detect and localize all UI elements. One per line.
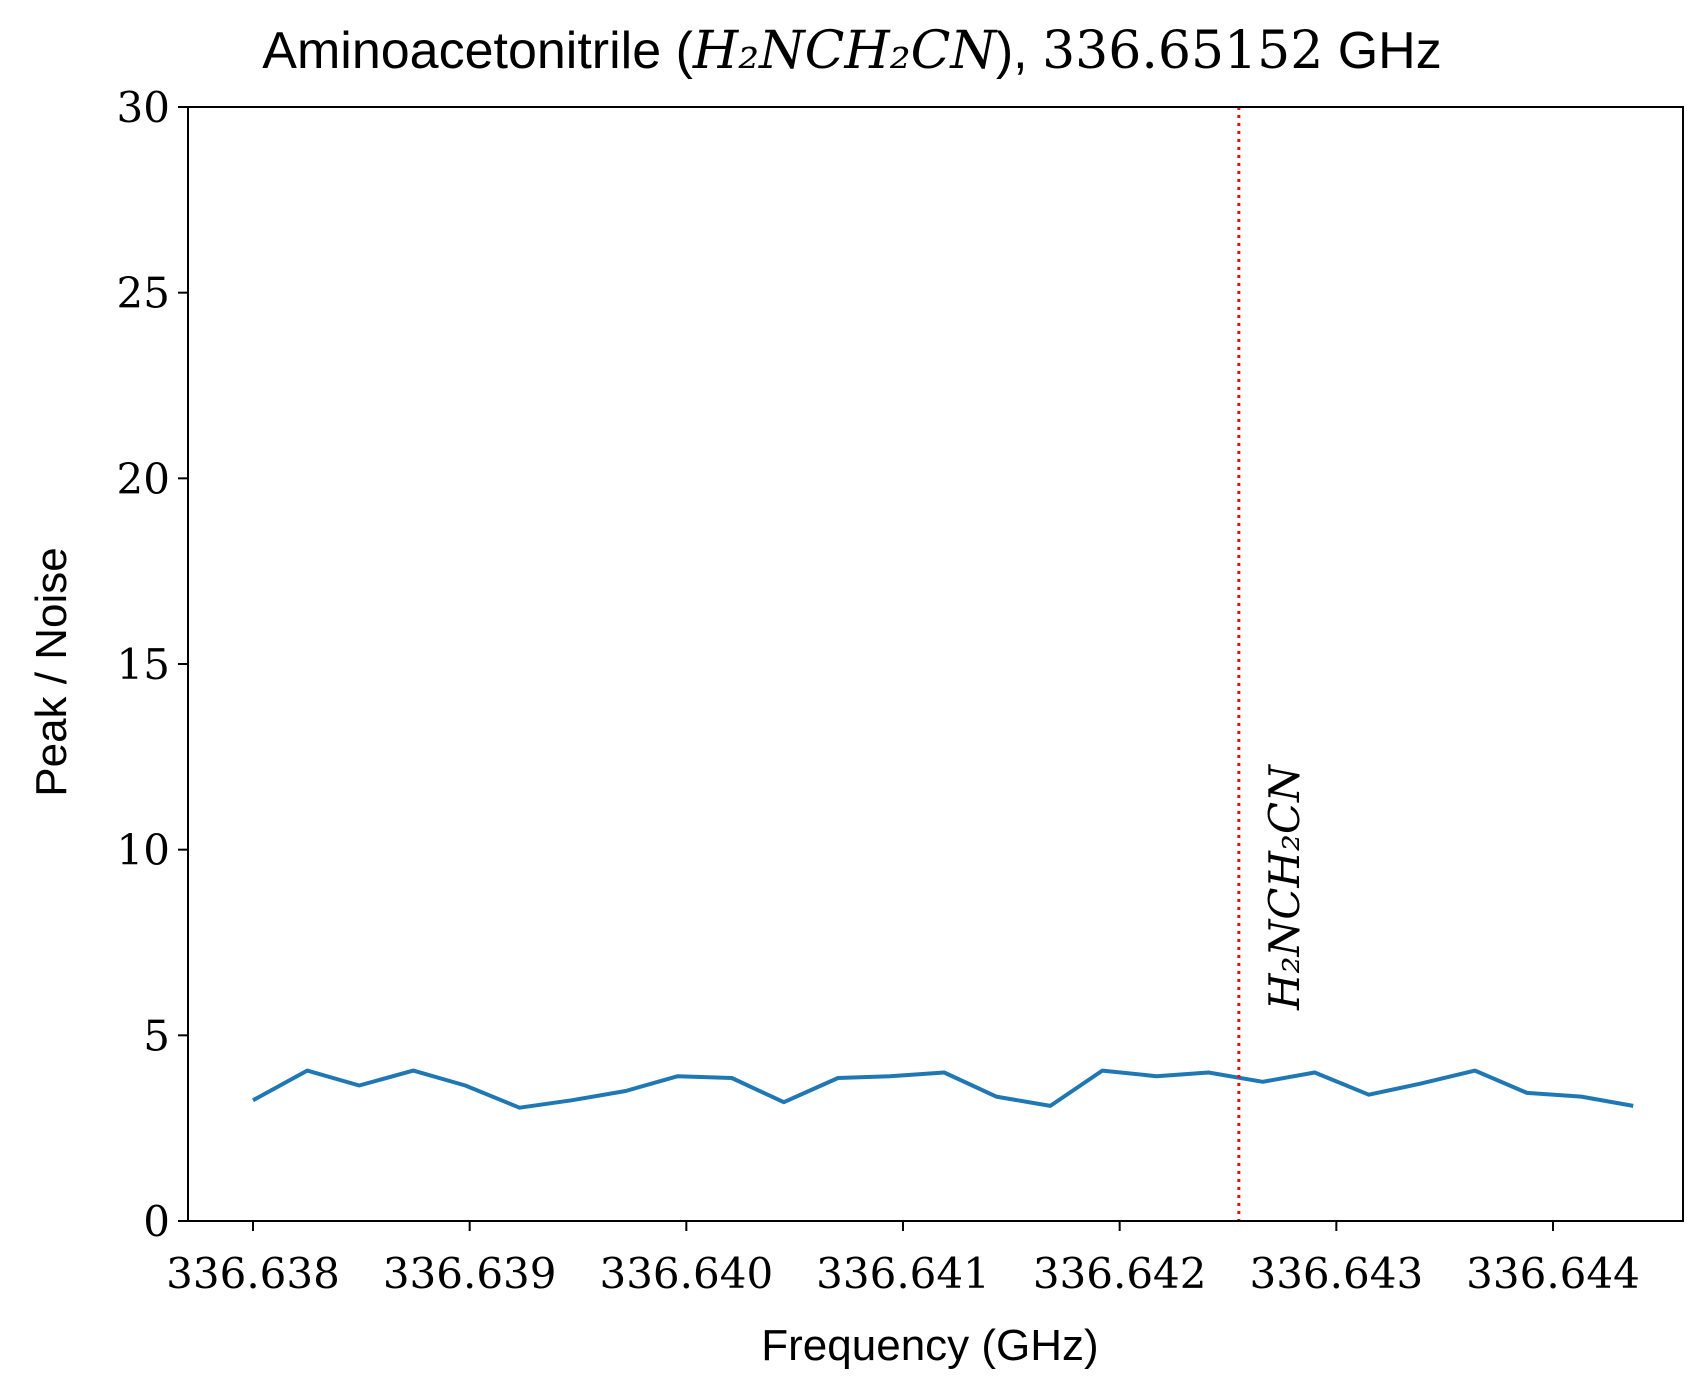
y-tick-label: 15 <box>117 640 170 689</box>
x-tick-label: 336.638 <box>166 1249 340 1298</box>
x-tick-label: 336.639 <box>383 1249 557 1298</box>
x-axis-label: Frequency (GHz) <box>761 1321 1098 1370</box>
x-tick-label: 336.642 <box>1033 1249 1207 1298</box>
y-tick-label: 30 <box>117 83 170 132</box>
chart-title: Aminoacetonitrile (H₂NCH₂CN), 336.65152 … <box>262 21 1441 81</box>
y-axis-label: Peak / Noise <box>27 547 76 796</box>
x-tick-label: 336.643 <box>1249 1249 1423 1298</box>
y-tick-label: 10 <box>117 826 170 875</box>
plot-area: H₂NCH₂CN <box>252 107 1634 1221</box>
axes-frame <box>187 106 1684 1222</box>
y-axis: 0 5 10 15 20 25 30 <box>117 83 188 1246</box>
y-tick-label: 25 <box>117 269 170 318</box>
y-tick-label: 20 <box>117 454 170 503</box>
x-axis: 336.638 336.639 336.640 336.641 336.642 336.6… <box>166 1221 1640 1298</box>
series-line <box>252 1068 1634 1110</box>
y-tick-label: 0 <box>143 1197 170 1246</box>
reference-line-label: H₂NCH₂CN <box>1260 764 1309 1011</box>
x-tick-label: 336.644 <box>1466 1249 1640 1298</box>
y-tick-label: 5 <box>143 1011 170 1060</box>
x-tick-label: 336.640 <box>599 1249 773 1298</box>
x-tick-label: 336.641 <box>816 1249 990 1298</box>
